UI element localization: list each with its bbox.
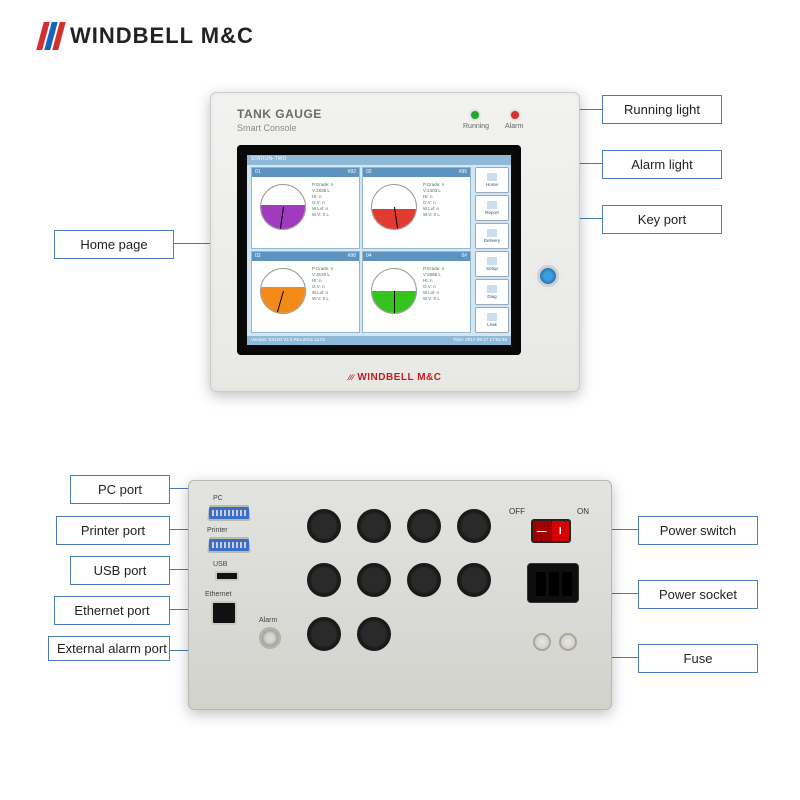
brand-name: WINDBELL M&C (70, 23, 254, 49)
power-socket[interactable] (527, 563, 579, 603)
ethernet-port[interactable] (211, 601, 237, 625)
external-alarm-port[interactable] (259, 627, 281, 649)
tank-cell[interactable]: 03#98 P.Grade: n V:3120 L Ht: n O.V: n W… (251, 251, 360, 333)
callout-alarm-light: Alarm light (602, 150, 722, 179)
cable-gland[interactable] (407, 509, 441, 543)
off-label: OFF (509, 507, 525, 516)
callout-power-socket: Power socket (638, 580, 758, 609)
callout-ethernet-port: Ethernet port (54, 596, 170, 625)
cable-gland[interactable] (307, 563, 341, 597)
tank-cell[interactable]: 040# P.Grade: n V:2688 L Ht: n O.V: n W.… (362, 251, 471, 333)
callout-home-page: Home page (54, 230, 174, 259)
screen-side-button[interactable]: Home (475, 167, 509, 193)
console-brand-small: ∕∕∕ WINDBELL M&C (211, 372, 579, 383)
alarm-led-icon (511, 111, 519, 119)
callout-external-alarm-port: External alarm port (48, 636, 170, 661)
running-led-icon (471, 111, 479, 119)
callout-key-port: Key port (602, 205, 722, 234)
console-subtitle: Smart Console (237, 123, 297, 133)
callout-running-light: Running light (602, 95, 722, 124)
callout-printer-port: Printer port (56, 516, 170, 545)
logo-stripes-icon (40, 22, 62, 50)
callout-fuse: Fuse (638, 644, 758, 673)
printer-port-label: Printer (207, 527, 228, 534)
screen-side-button[interactable]: Diag (475, 279, 509, 305)
callout-power-switch: Power switch (638, 516, 758, 545)
callout-usb-port: USB port (70, 556, 170, 585)
callout-pc-port: PC port (70, 475, 170, 504)
tank-cell[interactable]: 02#95 P.Grade: n V:2403 L Ht: n O.V: n W… (362, 167, 471, 249)
pc-port-label: PC (213, 495, 223, 502)
touch-screen[interactable]: STATION–TWO 01#92 P.Grade: n V:2838 L Ht… (247, 155, 511, 345)
key-port[interactable] (537, 265, 559, 287)
cable-gland[interactable] (357, 617, 391, 651)
screen-side-button[interactable]: Leak (475, 307, 509, 333)
console-title: TANK GAUGE (237, 107, 322, 121)
cable-gland[interactable] (307, 617, 341, 651)
console-rear-panel: PC Printer USB Ethernet Alarm OFF ON ―I (188, 480, 612, 710)
alarm-port-label: Alarm (259, 617, 277, 624)
screen-side-button[interactable]: Report (475, 195, 509, 221)
usb-port[interactable] (215, 571, 239, 581)
tank-cell[interactable]: 01#92 P.Grade: n V:2838 L Ht: n O.V: n W… (251, 167, 360, 249)
cable-gland[interactable] (457, 563, 491, 597)
fuse-2[interactable] (559, 633, 577, 651)
cable-gland[interactable] (307, 509, 341, 543)
screen-topbar: STATION–TWO (247, 155, 511, 165)
ethernet-port-label: Ethernet (205, 591, 231, 598)
brand-logo: WINDBELL M&C (40, 22, 254, 50)
cable-gland[interactable] (357, 509, 391, 543)
console-front-panel: TANK GAUGE Smart Console Running Alarm S… (210, 92, 580, 392)
power-switch[interactable]: ―I (531, 519, 571, 543)
fuse-1[interactable] (533, 633, 551, 651)
pc-port[interactable] (207, 505, 251, 521)
cable-gland[interactable] (457, 509, 491, 543)
cable-gland[interactable] (407, 563, 441, 597)
alarm-led-label: Alarm (505, 123, 523, 130)
running-led-label: Running (463, 123, 489, 130)
screen-bezel: STATION–TWO 01#92 P.Grade: n V:2838 L Ht… (237, 145, 521, 355)
screen-side-button[interactable]: Setup (475, 251, 509, 277)
printer-port[interactable] (207, 537, 251, 553)
usb-port-label: USB (213, 561, 227, 568)
on-label: ON (577, 507, 589, 516)
screen-side-button[interactable]: Delivery (475, 223, 509, 249)
cable-gland[interactable] (357, 563, 391, 597)
screen-time: Time: 2017-09-17 17:02:45 (453, 337, 507, 344)
screen-version: Version: SS100 V2.5 Rev.2014.12.01 (251, 337, 325, 344)
